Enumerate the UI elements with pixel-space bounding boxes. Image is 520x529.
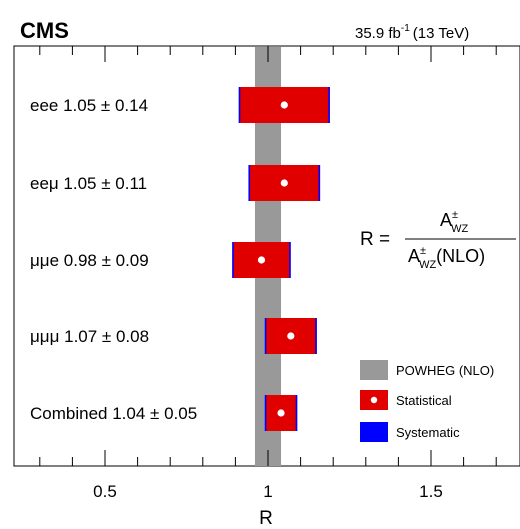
legend-label: POWHEG (NLO) [396,363,494,378]
channel-label: eeμ 1.05 ± 0.11 [30,174,147,193]
channel-row: Combined 1.04 ± 0.05 [30,395,298,431]
channel-row: μμμ 1.07 ± 0.08 [30,318,317,354]
x-tick-label: 1.5 [419,482,443,501]
experiment-label: CMS [20,18,69,43]
formula-lhs: R = [360,229,390,250]
legend-label: Statistical [396,393,452,408]
legend-label: Systematic [396,425,460,440]
legend-swatch [360,360,388,380]
central-value-marker [277,409,285,417]
channel-label: μμμ 1.07 ± 0.08 [30,327,149,346]
channel-marks-layer: eee 1.05 ± 0.14 eeμ 1.05 ± 0.11 μμe 0.98 ±… [30,87,330,431]
formula-numerator: A± WZ [440,209,468,235]
luminosity-label: 35.9 fb-1 (13 TeV) [355,23,469,42]
channel-label: μμe 0.98 ± 0.09 [30,251,149,270]
legend-marker [370,396,378,404]
legend-swatch [360,422,388,442]
central-value-marker [257,256,266,264]
x-tick-label: 0.5 [93,482,117,501]
central-value-marker [280,101,288,109]
ratio-formula: R = A± WZ A± WZ(NLO) [360,209,516,271]
x-tick-label: 1 [263,482,272,501]
channel-row: eeμ 1.05 ± 0.11 [30,165,321,201]
legend-item: POWHEG (NLO) [360,360,494,380]
legend-item: Statistical [360,390,452,410]
central-value-marker [287,332,295,340]
formula-denominator: A± WZ(NLO) [408,245,485,271]
channel-label: eee 1.05 ± 0.14 [30,96,148,115]
channel-row: eee 1.05 ± 0.14 [30,87,330,123]
legend: POWHEG (NLO) Statistical Systematic [360,360,494,442]
plot-area: eee 1.05 ± 0.14 eeμ 1.05 ± 0.11 μμe 0.98 ±… [13,45,520,501]
central-value-marker [280,179,288,187]
legend-item: Systematic [360,422,460,442]
x-axis-title: R [259,508,273,529]
channel-row: μμe 0.98 ± 0.09 [30,242,291,278]
x-axis-ticks: 0.5 1 1.5 [39,46,497,501]
channel-label: Combined 1.04 ± 0.05 [30,404,197,423]
